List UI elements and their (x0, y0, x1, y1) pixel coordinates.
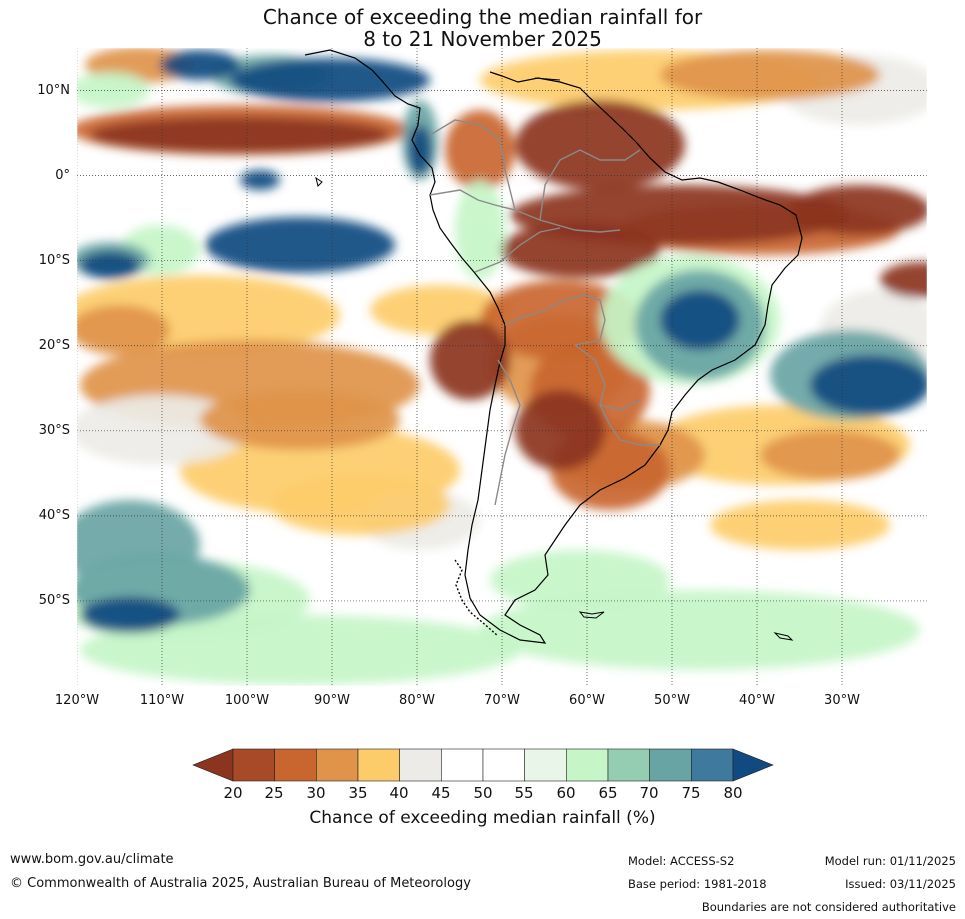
map-title-line1: Chance of exceeding the median rainfall … (262, 5, 703, 29)
lat-label-30s: 30°S (38, 423, 70, 438)
probability-fields (77, 48, 927, 685)
probability-blob-very_wet (230, 58, 430, 102)
lat-label-20s: 20°S (38, 338, 70, 353)
lon-label-100w: 100°W (224, 693, 270, 708)
lon-label-110w: 110°W (139, 693, 185, 708)
colorbar-tick-30: 30 (306, 784, 326, 802)
colorbar-high-arrow (732, 748, 774, 782)
colorbar-tick-20: 20 (223, 784, 243, 802)
lat-label-40s: 40°S (38, 508, 70, 523)
probability-blob-very_wet (240, 170, 280, 190)
colorbar-swatch (357, 748, 400, 782)
lon-label-80w: 80°W (399, 693, 435, 708)
colorbar-swatch (482, 748, 525, 782)
probability-blob-slight_dry (710, 500, 890, 550)
probability-blob-very_dry (500, 222, 660, 278)
colorbar-tick-25: 25 (264, 784, 284, 802)
lon-label-30w: 30°W (824, 693, 860, 708)
lon-label-60w: 60°W (569, 693, 605, 708)
colorbar-swatch (274, 748, 317, 782)
probability-blob-very_wet (810, 355, 927, 415)
map-title-line2: 8 to 21 November 2025 (363, 27, 602, 51)
colorbar-swatch (316, 748, 359, 782)
colorbar-swatch (691, 748, 734, 782)
lat-label-10s: 10°S (38, 253, 70, 268)
colorbar-tick-35: 35 (348, 784, 368, 802)
lon-label-40w: 40°W (739, 693, 775, 708)
colorbar-swatch (566, 748, 609, 782)
lat-label-0: 0° (55, 168, 70, 183)
probability-blob-mod_dry (660, 50, 880, 100)
probability-blob-very_wet (80, 251, 140, 279)
lon-label-50w: 50°W (654, 693, 690, 708)
lon-label-90w: 90°W (314, 693, 350, 708)
colorbar-swatch (649, 748, 692, 782)
colorbar-swatch (232, 748, 275, 782)
probability-blob-very_dry (790, 185, 927, 235)
lat-label-50s: 50°S (38, 593, 70, 608)
coastline-south-america (304, 49, 803, 644)
colorbar-swatch (399, 748, 442, 782)
model-name: Model: ACCESS-S2 (628, 854, 735, 868)
colorbar-label: Chance of exceeding median rainfall (%) (309, 808, 656, 828)
website-link[interactable]: www.bom.gov.au/climate (10, 852, 174, 867)
base-period: Base period: 1981-2018 (628, 877, 767, 891)
colorbar-tick-65: 65 (598, 784, 618, 802)
probability-blob-slight_wet (455, 180, 505, 280)
graticule (77, 48, 927, 686)
probability-blob-very_wet (408, 125, 432, 175)
colorbar (192, 748, 774, 782)
probability-blob-very_dry (515, 390, 605, 470)
colorbar-tick-40: 40 (389, 784, 409, 802)
probability-blob-slight_wet (490, 550, 670, 610)
colorbar-swatch (607, 748, 650, 782)
probability-blob-mod_dry (200, 390, 400, 450)
lon-label-70w: 70°W (484, 693, 520, 708)
lon-label-120w: 120°W (54, 693, 100, 708)
copyright-text: © Commonwealth of Australia 2025, Austra… (10, 876, 471, 891)
probability-blob-very_wet (160, 50, 240, 80)
colorbar-tick-80: 80 (723, 784, 743, 802)
model-run-date: Model run: 01/11/2025 (824, 854, 956, 868)
probability-blob-slight_dry (270, 475, 450, 535)
colorbar-tick-55: 55 (514, 784, 534, 802)
colorbar-swatch (524, 748, 567, 782)
probability-blob-slight_wet (80, 615, 520, 685)
boundaries-disclaimer: Boundaries are not considered authoritat… (701, 900, 956, 914)
colorbar-low-arrow (192, 748, 234, 782)
probability-blob-very_dry (515, 100, 685, 190)
probability-blob-very_dry (880, 262, 927, 298)
colorbar-tick-50: 50 (473, 784, 493, 802)
probability-blob-very_wet (205, 217, 395, 273)
probability-blob-mod_dry (760, 430, 900, 480)
colorbar-swatch (441, 748, 484, 782)
colorbar-tick-70: 70 (639, 784, 659, 802)
probability-blob-mod_dry (77, 305, 170, 355)
colorbar-tick-60: 60 (556, 784, 576, 802)
probability-blob-slight_wet (480, 590, 920, 670)
issued-date: Issued: 03/11/2025 (845, 877, 956, 891)
probability-blob-very_dry (430, 320, 510, 400)
probability-blob-very_dry (90, 117, 390, 153)
country-borders (429, 119, 660, 506)
probability-blob-very_wet (660, 290, 740, 350)
colorbar-tick-75: 75 (681, 784, 701, 802)
lat-label-10n: 10°N (37, 83, 70, 98)
probability-blob-very_wet (80, 597, 180, 633)
probability-blob-dry (445, 110, 515, 190)
colorbar-tick-45: 45 (431, 784, 451, 802)
probability-blob-slight_wet (77, 72, 150, 108)
